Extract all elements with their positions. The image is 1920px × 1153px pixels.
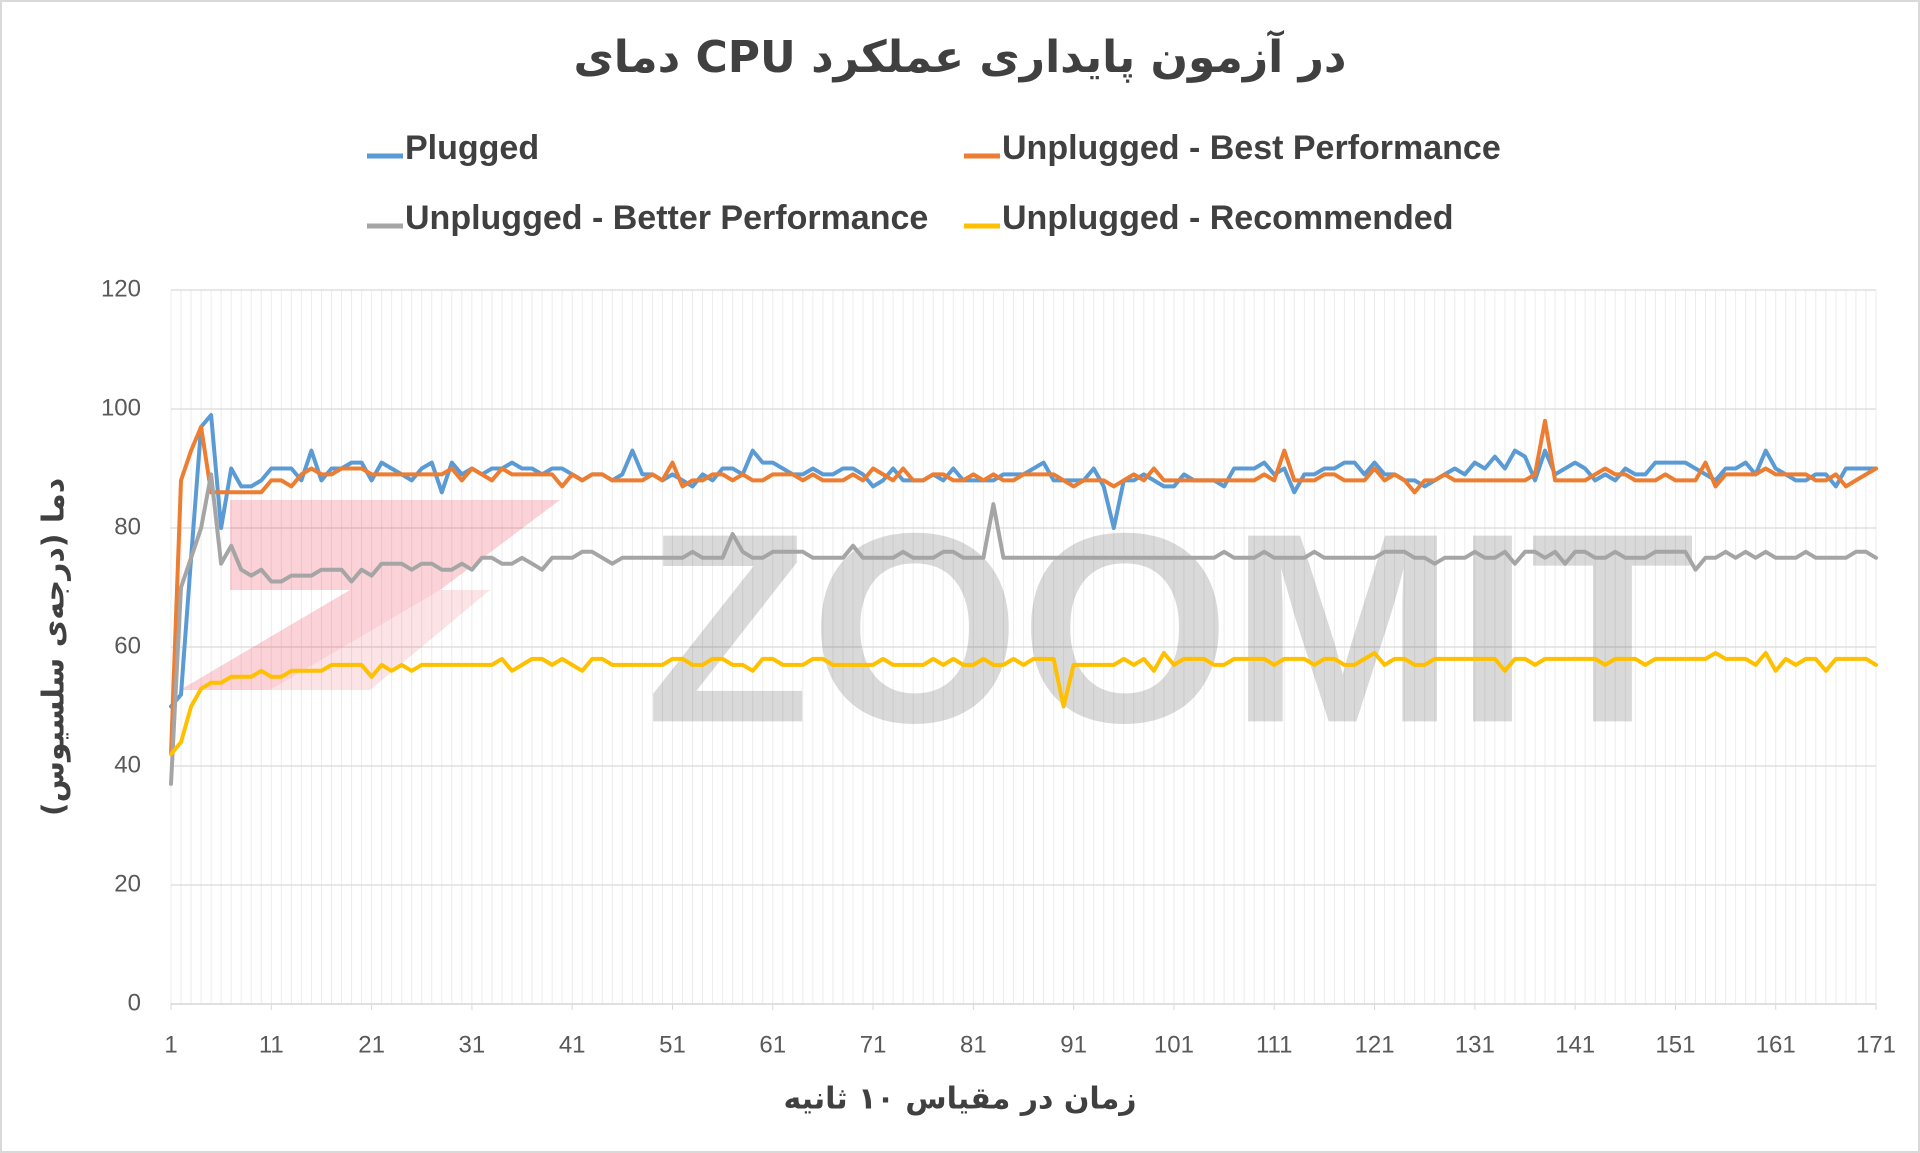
watermark-logo [250,590,490,690]
y-tick-label: 0 [128,989,141,1016]
x-tick-label: 141 [1555,1031,1595,1058]
legend-label: Unplugged - Best Performance [1002,129,1501,167]
watermark-text: ZOOMIT [645,478,1695,779]
y-tick-label: 20 [114,870,141,897]
x-tick-label: 91 [1060,1031,1087,1058]
x-tick-label: 41 [559,1031,586,1058]
x-tick-label: 71 [860,1031,887,1058]
x-tick-label: 171 [1856,1031,1896,1058]
y-tick-label: 100 [101,394,141,421]
legend-label: Plugged [405,129,539,167]
y-tick-label: 60 [114,632,141,659]
x-tick-label: 131 [1455,1031,1495,1058]
x-tick-label: 111 [1256,1031,1292,1058]
x-tick-label: 11 [259,1031,284,1058]
series-line [169,651,1878,757]
x-tick-label: 151 [1655,1031,1695,1058]
y-tick-label: 80 [114,513,141,540]
chart-title: دمای CPU در آزمون پایداری عملکرد [573,29,1346,83]
y-axis-label: دما (درجه‌ی سلسیوس) [37,478,72,816]
y-tick-label: 120 [101,275,141,302]
x-tick-label: 31 [459,1031,486,1058]
legend-label: Unplugged - Better Performance [405,199,928,237]
x-tick-label: 81 [960,1031,987,1058]
x-tick-label: 1 [164,1031,177,1058]
x-tick-label: 21 [358,1031,385,1058]
x-tick-label: 161 [1756,1031,1796,1058]
x-tick-label: 51 [659,1031,686,1058]
x-tick-label: 101 [1154,1031,1194,1058]
x-axis-label: زمان در مقیاس ۱۰ ثانیه [783,1082,1136,1117]
x-tick-label: 121 [1355,1031,1395,1058]
y-tick-label: 40 [114,751,141,778]
x-tick-label: 61 [759,1031,786,1058]
series-line [169,418,1878,757]
watermark-logo [230,500,560,590]
grid [170,289,1877,1005]
watermark: ZOOMIT [180,478,1695,779]
watermark-logo [180,590,440,690]
series-line [169,472,1878,786]
legend-label: Unplugged - Recommended [1002,199,1453,237]
